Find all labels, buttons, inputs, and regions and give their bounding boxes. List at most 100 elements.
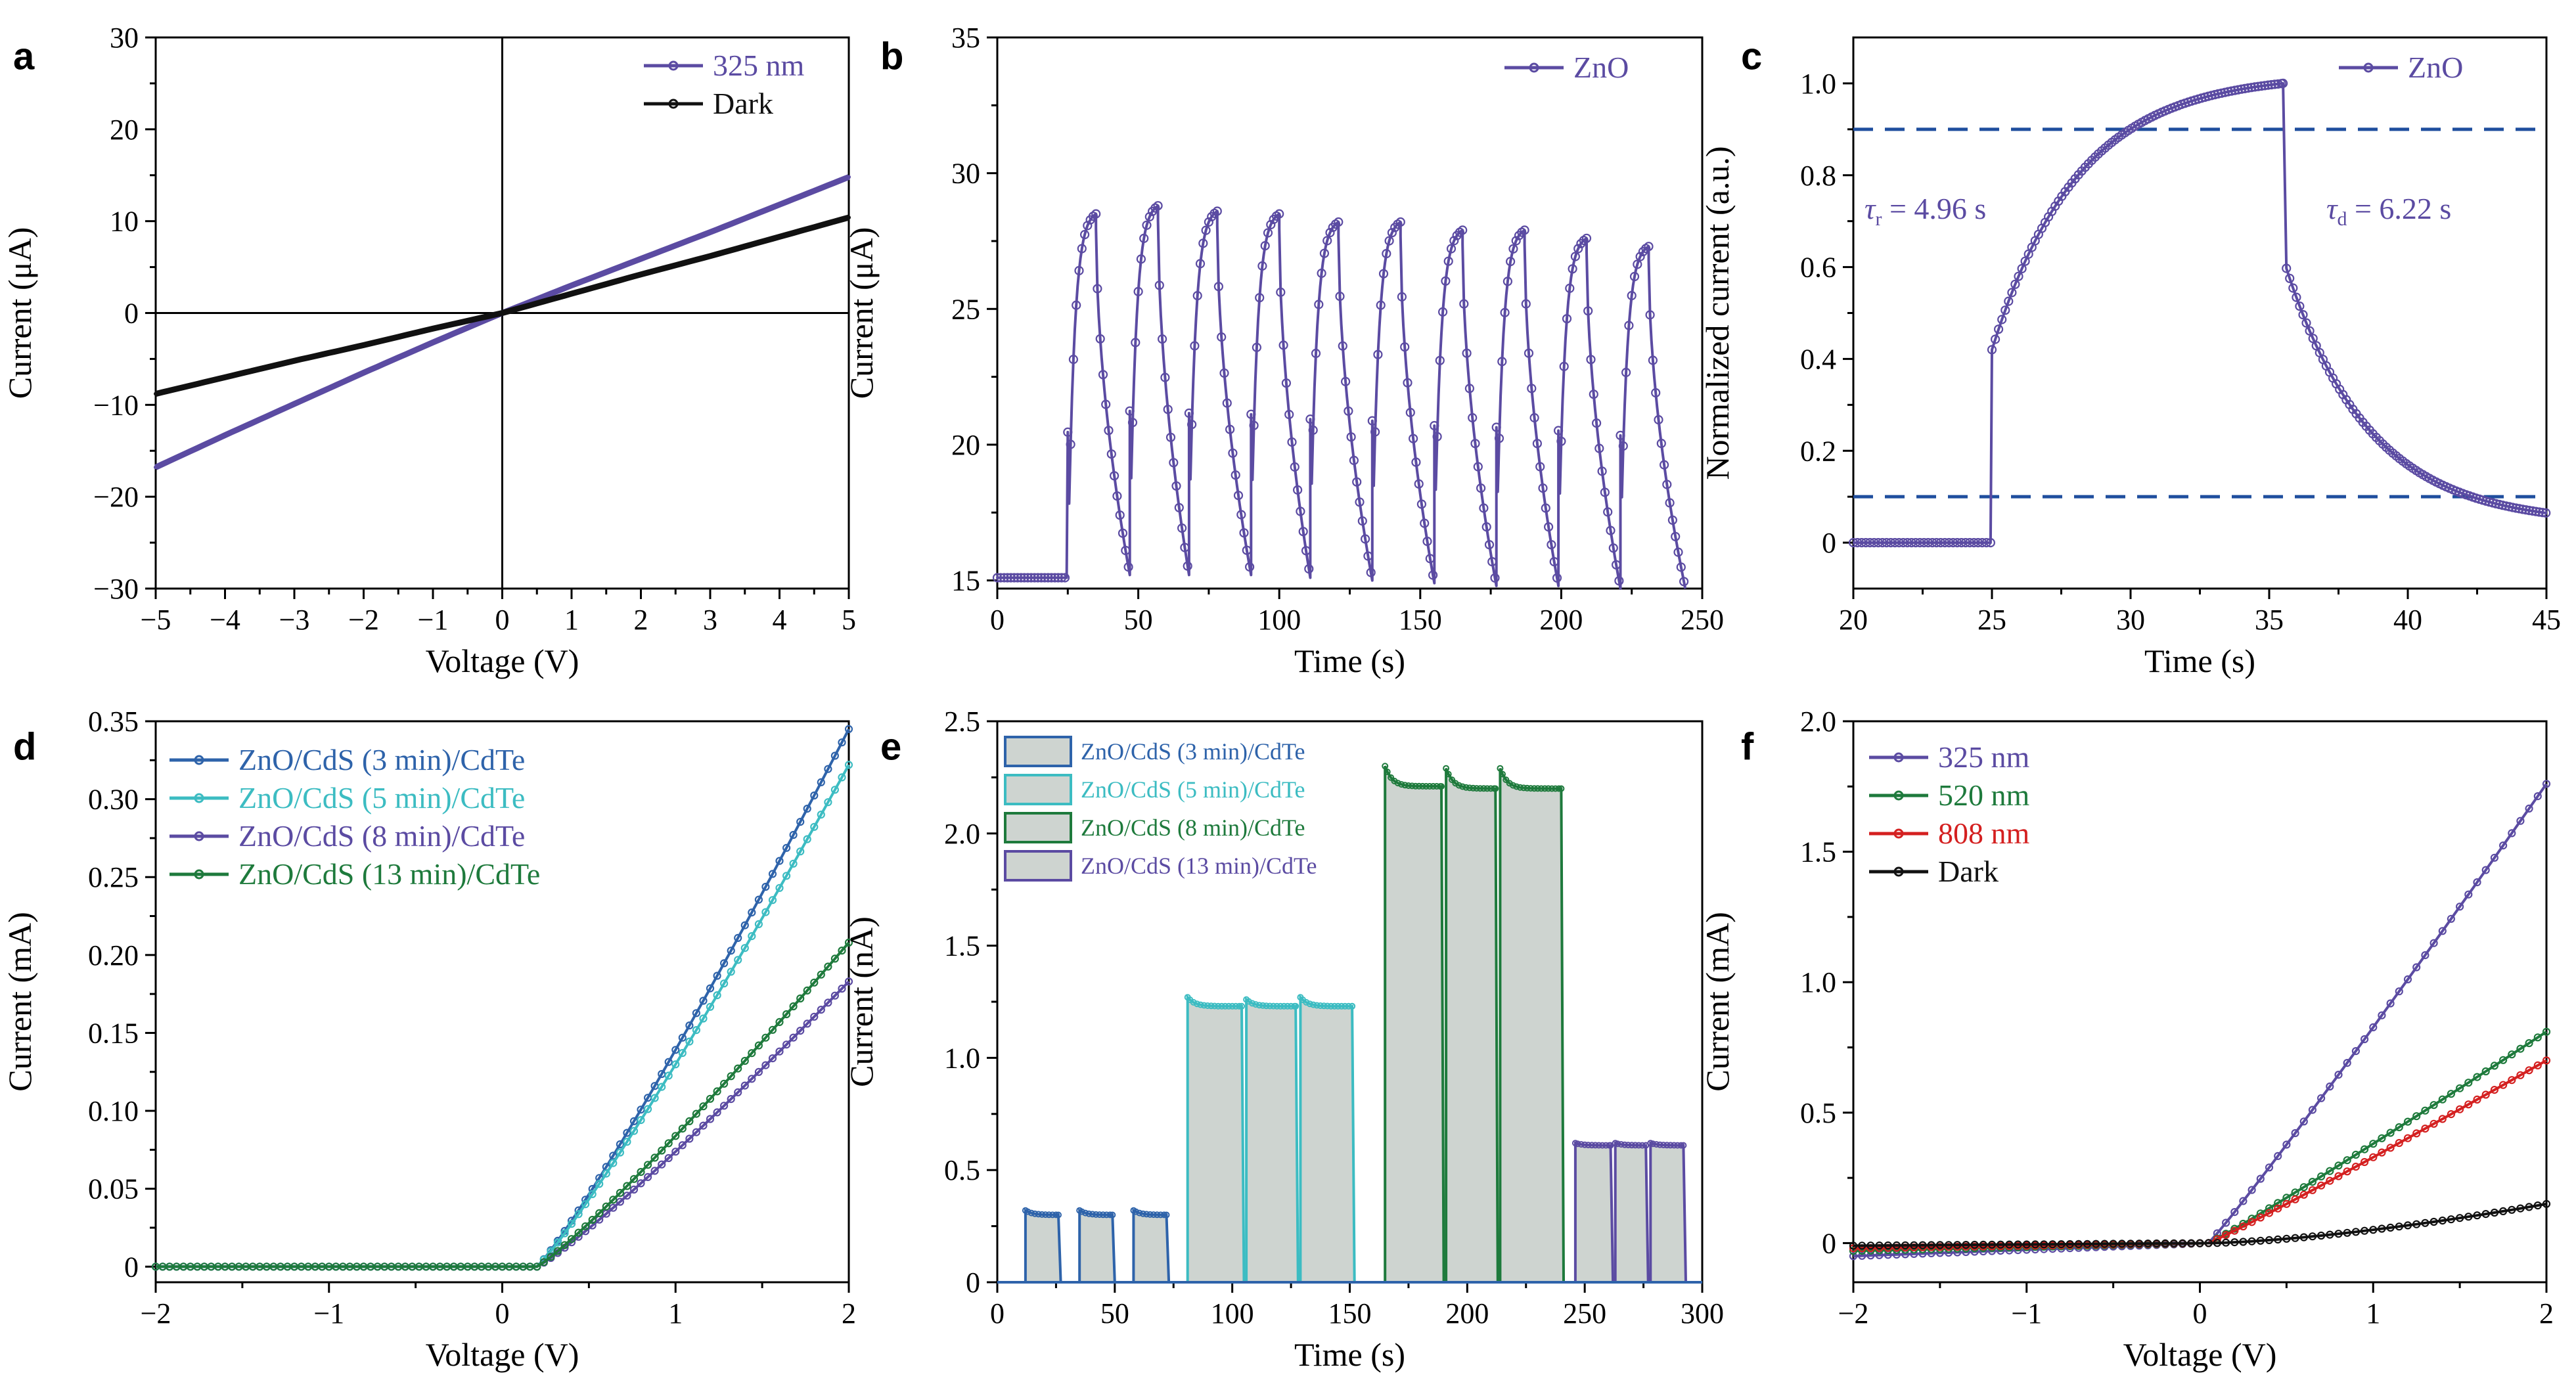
data-point [1384,236,1394,246]
data-point [1458,225,1468,235]
data-point [1962,1240,1970,1249]
data-point [706,1115,715,1123]
data-point [1481,522,1491,532]
y-tick-label: 0 [1822,527,1836,559]
data-point [2299,1233,2308,1242]
data-point [1063,427,1073,437]
x-tick-label: 300 [1681,1297,1724,1330]
data-point [2326,1230,2334,1239]
data-point [664,1071,673,1080]
x-tick-label: 35 [2255,604,2284,636]
data-point [2014,271,2023,281]
data-point [1529,413,1539,423]
legend-marker [1529,62,1539,73]
data-point [1638,1142,1646,1149]
data-point [2308,334,2318,344]
legend-marker [1893,752,1904,763]
data-point [1306,1000,1313,1008]
data-point [727,968,735,976]
data-point [1554,426,1564,436]
data-point [1079,230,1090,240]
data-point [838,773,846,782]
data-point [1627,290,1637,301]
data-point [1382,763,1389,770]
data-point [761,1033,770,1042]
data-point [1338,341,1347,351]
data-point [782,872,791,880]
data-point [838,738,846,747]
data-point [671,1046,680,1054]
data-point [844,938,853,947]
data-point [2464,1100,2473,1109]
data-point [2516,1071,2525,1079]
data-point [2274,1204,2282,1213]
data-point [1150,1211,1157,1219]
data-point [1106,449,1116,459]
data-point [1466,784,1473,792]
data-point [719,1079,729,1088]
data-point [2334,1070,2343,1079]
x-tick-label: 45 [2532,604,2561,636]
data-point [1244,562,1255,572]
data-point [1045,1211,1052,1219]
data-point [1370,427,1380,437]
data-point [2395,1138,2403,1148]
data-point [1527,785,1534,792]
data-point [1078,1208,1085,1215]
data-point [1194,1000,1200,1008]
data-point [1409,782,1416,790]
data-point [2265,1236,2274,1245]
data-point [706,1002,715,1011]
data-point [796,994,805,1003]
y-tick-label: 0.2 [1800,435,1836,467]
data-point [1476,483,1486,493]
x-tick-label: 30 [2116,604,2145,636]
x-tick-label: −1 [313,1297,344,1330]
data-point [2473,1095,2481,1104]
data-point [1419,782,1426,790]
data-point [2386,999,2395,1008]
data-point [1645,310,1655,320]
data-point [2326,1167,2334,1175]
y-axis-label: Current (mA) [1699,912,1736,1092]
panel-b: b 0 50 100 150 200 250 15 20 25 30 35 Time (s) Curren… [843,22,1724,679]
data-point [1055,1211,1062,1219]
y-tick-label: 2.0 [1800,705,1836,738]
data-point [1531,785,1538,792]
data-point [740,1056,749,1065]
data-point [570,292,574,296]
data-point [567,1219,576,1228]
data-point [1334,217,1344,227]
data-point [768,1054,777,1063]
data-point [2456,1105,2464,1113]
data-point [2508,1050,2516,1059]
data-point [2429,1217,2438,1226]
data-point [1422,536,1432,547]
legend-label: 325 nm [713,49,805,82]
data-point [1325,228,1335,238]
data-point [1276,287,1286,297]
data-point [719,1102,729,1110]
data-point [1612,560,1621,570]
y-tick-label: 0.15 [88,1017,139,1049]
legend-label: 808 nm [1938,817,2030,850]
data-point [768,870,777,878]
data-point [1296,506,1305,516]
data-point [727,947,735,955]
data-point [2295,302,2305,311]
data-point [1349,1002,1356,1010]
data-point [1249,420,1259,430]
data-point [748,1075,756,1083]
y-tick-label: 0.10 [88,1095,139,1127]
data-point [1462,348,1472,358]
photocurrent-bar [1614,1141,1650,1284]
data-point [830,954,840,963]
data-point [699,1102,708,1111]
data-point [1136,254,1146,264]
data-point [1866,1242,1875,1250]
legend-marker [1893,828,1904,839]
data-point [2000,305,2010,315]
data-point [1524,784,1531,792]
data-point [1229,1002,1236,1010]
x-tick-label: 0 [495,1297,510,1330]
